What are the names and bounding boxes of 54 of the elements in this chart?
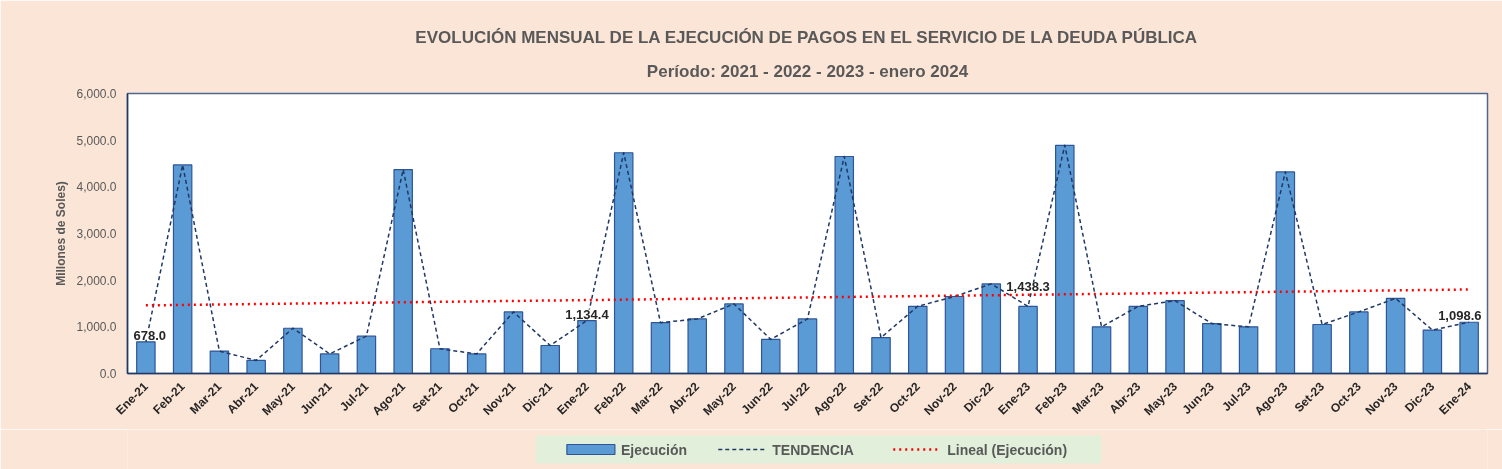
bar: [1055, 144, 1075, 374]
bar: [430, 348, 450, 374]
bar: [1349, 311, 1369, 374]
bar: [540, 344, 560, 374]
bar: [503, 311, 524, 374]
data-label: 1,134.4: [565, 306, 610, 322]
bar: [1128, 305, 1149, 374]
bar: [1422, 329, 1443, 374]
bar: [907, 305, 928, 374]
bar: [1091, 326, 1112, 374]
bar: [577, 319, 597, 374]
bar: [981, 283, 1002, 374]
bar: [1202, 322, 1222, 374]
legend-label: Ejecución: [620, 441, 688, 458]
data-label: 1,098.6: [1438, 308, 1482, 324]
bar: [834, 155, 855, 374]
bar: [1312, 323, 1332, 374]
bar: [944, 295, 965, 374]
chart-subtitle: Período: 2021 - 2022 - 2023 - enero 2024: [646, 61, 969, 81]
chart-title: EVOLUCIÓN MENSUAL DE LA EJECUCIÓN DE PAGOS EN EL SERVICIO DE LA DEUDA PÚBLICA: [415, 27, 1198, 47]
y-tick-label: 0.0: [99, 367, 117, 381]
bar: [687, 318, 708, 374]
bar: [1165, 300, 1185, 374]
bar: [209, 350, 230, 374]
bar: [466, 353, 487, 374]
y-tick-label: 1,000.0: [76, 320, 117, 335]
bar: [797, 318, 818, 374]
y-tick-label: 4,000.0: [76, 180, 117, 195]
y-axis-title: Millones de Soles): [54, 181, 69, 286]
y-tick-label: 3,000.0: [76, 227, 117, 241]
bar: [1459, 321, 1479, 374]
bar: [760, 338, 781, 374]
y-tick-label: 6,000.0: [76, 87, 117, 101]
bar: [613, 152, 634, 374]
bar: [136, 341, 156, 374]
bar: [172, 164, 193, 374]
bar: [1238, 326, 1259, 374]
bar: [246, 359, 266, 374]
bar: [1385, 297, 1406, 374]
bar: [283, 327, 303, 374]
bar: [319, 353, 340, 374]
bar: [1018, 305, 1038, 374]
bar: [724, 303, 744, 374]
bar: [871, 336, 891, 374]
data-label: 1,438.3: [1006, 279, 1050, 295]
legend-label: TENDENCIA: [772, 441, 854, 458]
bar: [356, 335, 377, 374]
y-tick-label: 2,000.0: [76, 273, 117, 288]
y-tick-label: 5,000.0: [76, 133, 117, 148]
bar: [650, 322, 671, 374]
bar: [1275, 171, 1296, 374]
legend-label: Lineal (Ejecución): [947, 441, 1068, 458]
data-label: 678.0: [133, 327, 167, 343]
bar: [393, 168, 413, 374]
